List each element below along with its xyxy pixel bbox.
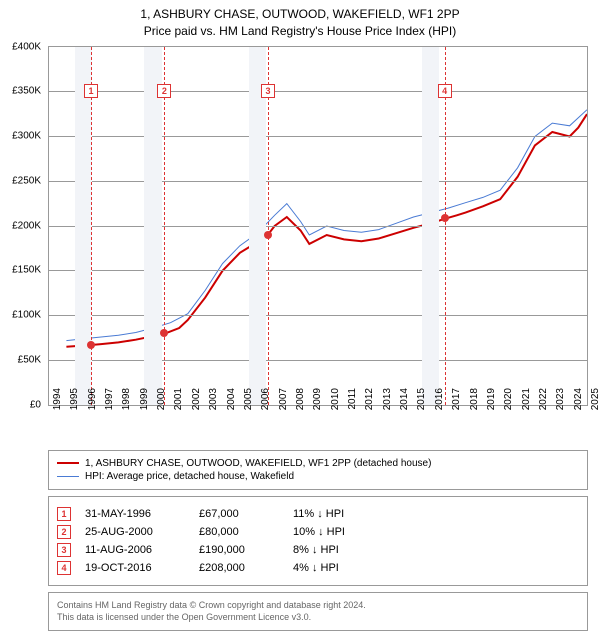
x-tick: 1998 xyxy=(121,388,132,428)
event-date: 31-MAY-1996 xyxy=(85,508,185,520)
highlight-band xyxy=(75,47,92,405)
y-tick: £150K xyxy=(12,265,41,276)
y-tick: £50K xyxy=(18,354,41,365)
x-tick: 1995 xyxy=(69,388,80,428)
event-row: 3 11-AUG-2006 £190,000 8% ↓ HPI xyxy=(57,543,579,557)
legend: 1, ASHBURY CHASE, OUTWOOD, WAKEFIELD, WF… xyxy=(48,450,588,490)
x-tick: 2022 xyxy=(538,388,549,428)
x-tick: 2018 xyxy=(469,388,480,428)
y-tick: £350K xyxy=(12,86,41,97)
event-pct: 4% ↓ HPI xyxy=(293,562,383,574)
x-tick: 2021 xyxy=(521,388,532,428)
data-point xyxy=(160,329,168,337)
event-price: £67,000 xyxy=(199,508,279,520)
chart-area: £0£50K£100K£150K£200K£250K£300K£350K£400… xyxy=(48,46,588,406)
event-row: 1 31-MAY-1996 £67,000 11% ↓ HPI xyxy=(57,507,579,521)
x-tick: 2017 xyxy=(451,388,462,428)
event-marker: 2 xyxy=(157,84,171,98)
x-tick: 2020 xyxy=(503,388,514,428)
x-tick: 2010 xyxy=(330,388,341,428)
x-tick: 1996 xyxy=(87,388,98,428)
x-tick: 2007 xyxy=(278,388,289,428)
event-date: 25-AUG-2000 xyxy=(85,526,185,538)
event-vline xyxy=(268,47,269,405)
x-tick: 2006 xyxy=(260,388,271,428)
footer: Contains HM Land Registry data © Crown c… xyxy=(48,592,588,631)
title-line1: 1, ASHBURY CHASE, OUTWOOD, WAKEFIELD, WF… xyxy=(8,6,592,23)
legend-swatch xyxy=(57,462,79,464)
y-tick: £200K xyxy=(12,220,41,231)
legend-label: 1, ASHBURY CHASE, OUTWOOD, WAKEFIELD, WF… xyxy=(85,458,431,469)
data-point xyxy=(264,231,272,239)
y-tick: £300K xyxy=(12,131,41,142)
event-number: 2 xyxy=(57,525,71,539)
x-tick: 2024 xyxy=(573,388,584,428)
highlight-band xyxy=(249,47,266,405)
event-row: 2 25-AUG-2000 £80,000 10% ↓ HPI xyxy=(57,525,579,539)
x-tick: 2001 xyxy=(173,388,184,428)
event-price: £208,000 xyxy=(199,562,279,574)
event-number: 1 xyxy=(57,507,71,521)
data-point xyxy=(87,341,95,349)
x-tick: 2016 xyxy=(434,388,445,428)
title-line2: Price paid vs. HM Land Registry's House … xyxy=(8,23,592,40)
legend-row: HPI: Average price, detached house, Wake… xyxy=(57,471,579,482)
y-tick: £100K xyxy=(12,310,41,321)
event-vline xyxy=(164,47,165,405)
legend-label: HPI: Average price, detached house, Wake… xyxy=(85,471,294,482)
legend-row: 1, ASHBURY CHASE, OUTWOOD, WAKEFIELD, WF… xyxy=(57,458,579,469)
data-point xyxy=(441,214,449,222)
events-table: 1 31-MAY-1996 £67,000 11% ↓ HPI 2 25-AUG-2000… xyxy=(48,496,588,586)
y-tick: £0 xyxy=(30,399,41,410)
event-date: 19-OCT-2016 xyxy=(85,562,185,574)
event-price: £80,000 xyxy=(199,526,279,538)
event-vline xyxy=(91,47,92,405)
x-axis: 1994199519961997199819992000200120022003… xyxy=(48,406,588,444)
event-marker: 3 xyxy=(261,84,275,98)
event-row: 4 19-OCT-2016 £208,000 4% ↓ HPI xyxy=(57,561,579,575)
x-tick: 2004 xyxy=(226,388,237,428)
x-tick: 2009 xyxy=(312,388,323,428)
event-pct: 11% ↓ HPI xyxy=(293,508,383,520)
event-pct: 8% ↓ HPI xyxy=(293,544,383,556)
event-date: 11-AUG-2006 xyxy=(85,544,185,556)
x-tick: 2011 xyxy=(347,388,358,428)
y-tick: £400K xyxy=(12,41,41,52)
footer-line1: Contains HM Land Registry data © Crown c… xyxy=(57,599,579,612)
x-tick: 2008 xyxy=(295,388,306,428)
highlight-band xyxy=(144,47,161,405)
x-tick: 1997 xyxy=(104,388,115,428)
legend-swatch xyxy=(57,476,79,477)
x-tick: 2000 xyxy=(156,388,167,428)
x-tick: 2002 xyxy=(191,388,202,428)
event-marker: 4 xyxy=(438,84,452,98)
x-tick: 2003 xyxy=(208,388,219,428)
chart-titles: 1, ASHBURY CHASE, OUTWOOD, WAKEFIELD, WF… xyxy=(8,6,592,40)
y-axis: £0£50K£100K£150K£200K£250K£300K£350K£400… xyxy=(5,47,45,405)
x-tick: 2013 xyxy=(382,388,393,428)
x-tick: 2014 xyxy=(399,388,410,428)
x-tick: 2023 xyxy=(555,388,566,428)
event-marker: 1 xyxy=(84,84,98,98)
x-tick: 2019 xyxy=(486,388,497,428)
x-tick: 1999 xyxy=(139,388,150,428)
event-vline xyxy=(445,47,446,405)
x-tick: 2025 xyxy=(590,388,600,428)
x-tick: 2005 xyxy=(243,388,254,428)
event-pct: 10% ↓ HPI xyxy=(293,526,383,538)
x-tick: 1994 xyxy=(52,388,63,428)
x-tick: 2015 xyxy=(416,388,427,428)
event-number: 4 xyxy=(57,561,71,575)
event-price: £190,000 xyxy=(199,544,279,556)
footer-line2: This data is licensed under the Open Gov… xyxy=(57,611,579,624)
highlight-band xyxy=(422,47,439,405)
x-tick: 2012 xyxy=(364,388,375,428)
event-number: 3 xyxy=(57,543,71,557)
y-tick: £250K xyxy=(12,175,41,186)
